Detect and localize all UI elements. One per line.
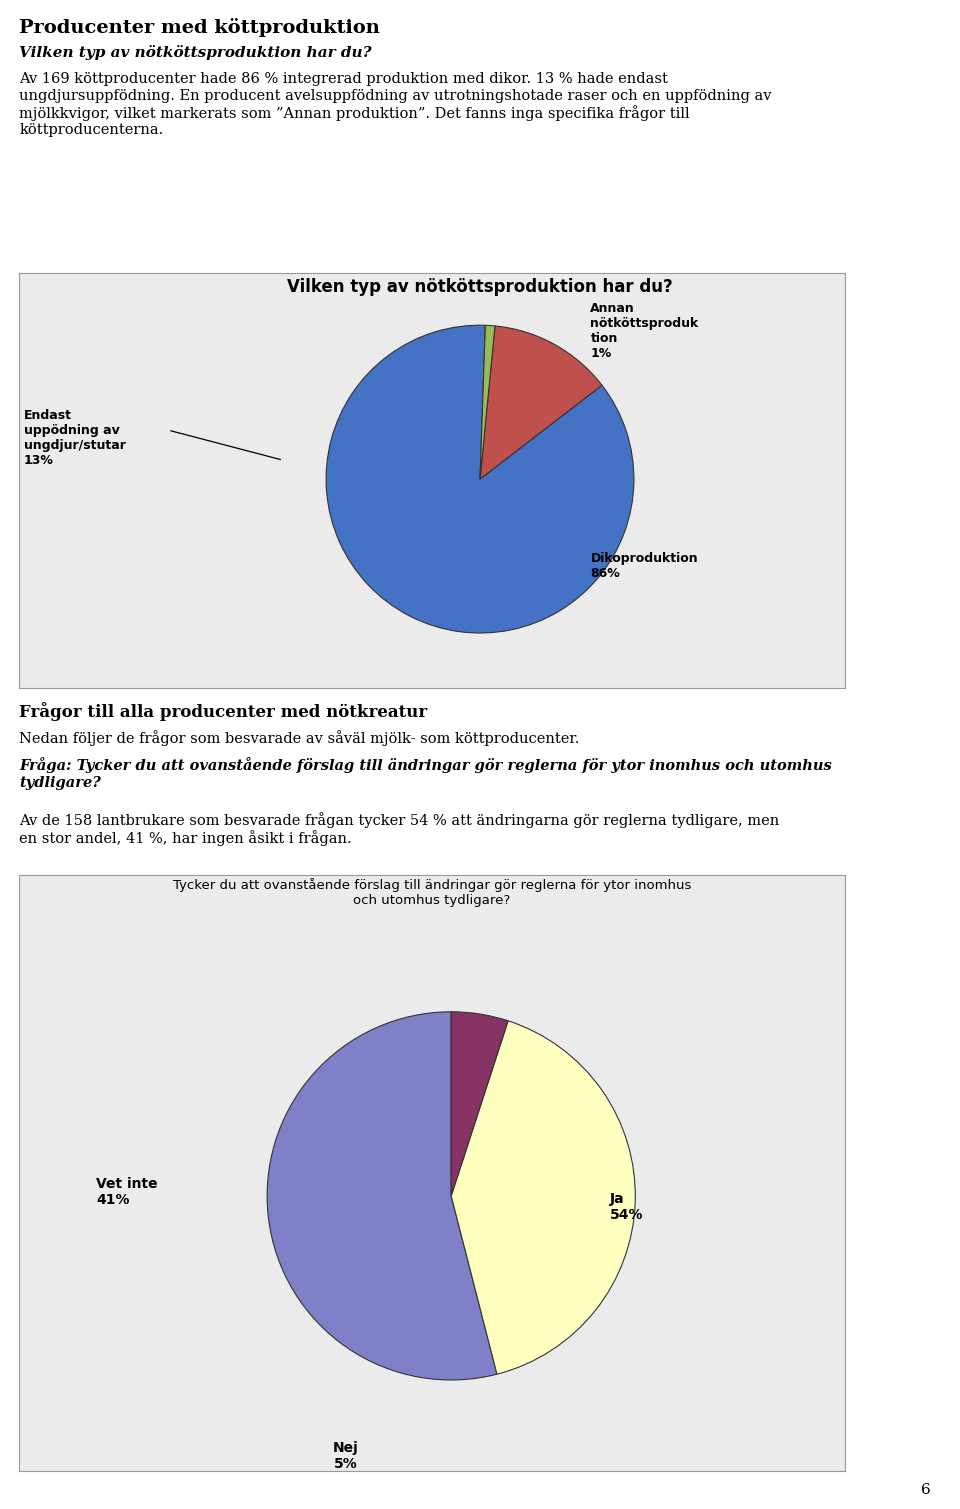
Wedge shape xyxy=(480,326,495,478)
Text: Producenter med köttproduktion: Producenter med köttproduktion xyxy=(19,18,380,38)
Text: Fråga: Tycker du att ovanstående förslag till ändringar gör reglerna för ytor in: Fråga: Tycker du att ovanstående förslag… xyxy=(19,758,832,789)
Wedge shape xyxy=(451,1011,508,1195)
Text: Ja
54%: Ja 54% xyxy=(610,1192,643,1222)
Wedge shape xyxy=(267,1011,497,1379)
Wedge shape xyxy=(451,1020,636,1375)
Text: Dikoproduktion
86%: Dikoproduktion 86% xyxy=(590,552,698,579)
Text: Vet inte
41%: Vet inte 41% xyxy=(96,1177,157,1207)
Text: Vilken typ av nötköttsproduktion har du?: Vilken typ av nötköttsproduktion har du? xyxy=(287,278,673,296)
Text: Av 169 köttproducenter hade 86 % integrerad produktion med dikor. 13 % hade enda: Av 169 köttproducenter hade 86 % integre… xyxy=(19,72,772,137)
Text: Nej
5%: Nej 5% xyxy=(333,1441,358,1471)
Text: Frågor till alla producenter med nötkreatur: Frågor till alla producenter med nötkrea… xyxy=(19,702,427,721)
Text: Vilken typ av nötköttsproduktion har du?: Vilken typ av nötköttsproduktion har du? xyxy=(19,45,372,60)
Wedge shape xyxy=(326,326,634,632)
Text: Annan
nötköttsproduk
tion
1%: Annan nötköttsproduk tion 1% xyxy=(590,302,699,359)
Text: Endast
uppödning av
ungdjur/stutar
13%: Endast uppödning av ungdjur/stutar 13% xyxy=(24,409,126,466)
Text: 6: 6 xyxy=(922,1483,931,1497)
Text: Tycker du att ovanstående förslag till ändringar gör reglerna för ytor inomhus
o: Tycker du att ovanstående förslag till ä… xyxy=(173,878,691,907)
Text: Av de 158 lantbrukare som besvarade frågan tycker 54 % att ändringarna gör regle: Av de 158 lantbrukare som besvarade fråg… xyxy=(19,812,780,847)
Text: Nedan följer de frågor som besvarade av såväl mjölk- som köttproducenter.: Nedan följer de frågor som besvarade av … xyxy=(19,730,580,747)
Wedge shape xyxy=(480,326,602,478)
